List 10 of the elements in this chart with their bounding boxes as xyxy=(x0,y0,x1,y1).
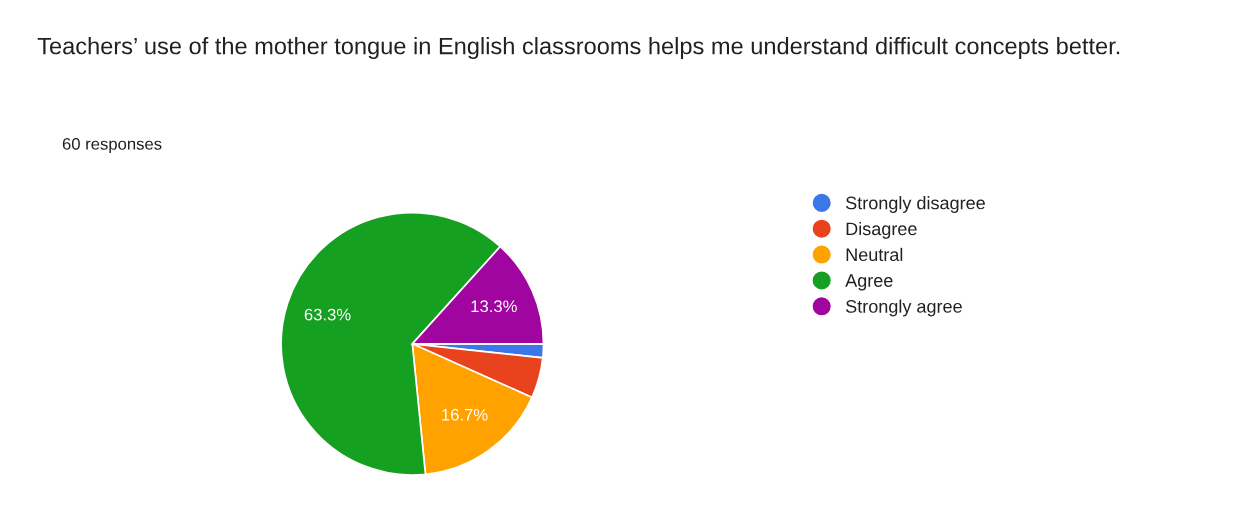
legend-label: Strongly agree xyxy=(846,299,962,317)
data-label: 63.3% xyxy=(304,308,351,321)
legend-label: Agree xyxy=(845,274,893,291)
legend-label: Disagree xyxy=(846,221,917,239)
legend-label: Neutral xyxy=(846,247,903,262)
data-label: 13.3% xyxy=(471,300,517,313)
data-label: 16.7% xyxy=(442,408,488,421)
chart-title: Teachers’ use of the mother tongue in English classrooms helps me understand difficult concepts better. xyxy=(37,37,1120,60)
text: 60 responses xyxy=(62,137,162,154)
legend-label: Strongly disagree xyxy=(846,196,985,213)
